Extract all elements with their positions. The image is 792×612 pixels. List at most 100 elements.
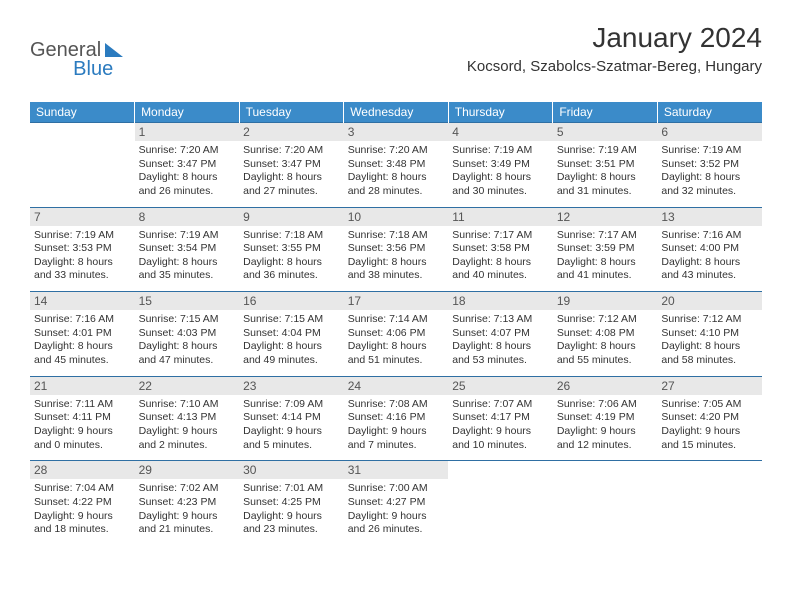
daylight-label-2: and 38 minutes. bbox=[348, 269, 445, 283]
calendar-cell: 30Sunrise: 7:01 AMSunset: 4:25 PMDayligh… bbox=[239, 461, 344, 545]
daylight-label-1: Daylight: 9 hours bbox=[139, 425, 236, 439]
day-info: Sunrise: 7:05 AMSunset: 4:20 PMDaylight:… bbox=[661, 398, 758, 453]
day-info: Sunrise: 7:19 AMSunset: 3:51 PMDaylight:… bbox=[557, 144, 654, 199]
calendar-cell bbox=[553, 461, 658, 545]
calendar-cell: 17Sunrise: 7:14 AMSunset: 4:06 PMDayligh… bbox=[344, 292, 449, 377]
day-info: Sunrise: 7:14 AMSunset: 4:06 PMDaylight:… bbox=[348, 313, 445, 368]
dayname-thu: Thursday bbox=[448, 102, 553, 123]
daylight-label-2: and 7 minutes. bbox=[348, 439, 445, 453]
sunset-label: Sunset: 4:17 PM bbox=[452, 411, 549, 425]
sunrise-label: Sunrise: 7:19 AM bbox=[139, 229, 236, 243]
day-number: 11 bbox=[448, 208, 553, 226]
daylight-label-1: Daylight: 9 hours bbox=[243, 510, 340, 524]
daylight-label-1: Daylight: 8 hours bbox=[34, 256, 131, 270]
day-number: 25 bbox=[448, 377, 553, 395]
calendar-cell: 12Sunrise: 7:17 AMSunset: 3:59 PMDayligh… bbox=[553, 207, 658, 292]
daylight-label-2: and 21 minutes. bbox=[139, 523, 236, 537]
day-number: 10 bbox=[344, 208, 449, 226]
calendar-cell: 23Sunrise: 7:09 AMSunset: 4:14 PMDayligh… bbox=[239, 376, 344, 461]
day-number: 4 bbox=[448, 123, 553, 141]
day-number: 13 bbox=[657, 208, 762, 226]
sunset-label: Sunset: 4:06 PM bbox=[348, 327, 445, 341]
sunrise-label: Sunrise: 7:19 AM bbox=[452, 144, 549, 158]
daylight-label-2: and 31 minutes. bbox=[557, 185, 654, 199]
header: General Blue January 2024 Kocsord, Szabo… bbox=[30, 18, 762, 78]
sunset-label: Sunset: 4:00 PM bbox=[661, 242, 758, 256]
daylight-label-2: and 15 minutes. bbox=[661, 439, 758, 453]
day-number: 15 bbox=[135, 292, 240, 310]
daylight-label-1: Daylight: 8 hours bbox=[34, 340, 131, 354]
sunrise-label: Sunrise: 7:16 AM bbox=[661, 229, 758, 243]
sunrise-label: Sunrise: 7:17 AM bbox=[452, 229, 549, 243]
daylight-label-2: and 51 minutes. bbox=[348, 354, 445, 368]
daylight-label-1: Daylight: 8 hours bbox=[452, 340, 549, 354]
sunset-label: Sunset: 4:23 PM bbox=[139, 496, 236, 510]
calendar-cell: 7 Sunrise: 7:19 AMSunset: 3:53 PMDaylight… bbox=[30, 207, 135, 292]
dayname-wed: Wednesday bbox=[344, 102, 449, 123]
calendar-cell: 1Sunrise: 7:20 AMSunset: 3:47 PMDaylight… bbox=[135, 123, 240, 208]
dayname-sun: Sunday bbox=[30, 102, 135, 123]
day-info: Sunrise: 7:19 AMSunset: 3:52 PMDaylight:… bbox=[661, 144, 758, 199]
daylight-label-1: Daylight: 8 hours bbox=[557, 171, 654, 185]
day-info: Sunrise: 7:16 AMSunset: 4:01 PMDaylight:… bbox=[34, 313, 131, 368]
daylight-label-2: and 26 minutes. bbox=[139, 185, 236, 199]
day-number: 19 bbox=[553, 292, 658, 310]
calendar-cell: 27Sunrise: 7:05 AMSunset: 4:20 PMDayligh… bbox=[657, 376, 762, 461]
day-info: Sunrise: 7:15 AMSunset: 4:04 PMDaylight:… bbox=[243, 313, 340, 368]
day-info: Sunrise: 7:19 AMSunset: 3:49 PMDaylight:… bbox=[452, 144, 549, 199]
sunset-label: Sunset: 3:49 PM bbox=[452, 158, 549, 172]
sunset-label: Sunset: 4:27 PM bbox=[348, 496, 445, 510]
dayname-mon: Monday bbox=[135, 102, 240, 123]
day-number: 1 bbox=[135, 123, 240, 141]
daylight-label-2: and 36 minutes. bbox=[243, 269, 340, 283]
daylight-label-2: and 40 minutes. bbox=[452, 269, 549, 283]
calendar-cell: 11 Sunrise: 7:17 AMSunset: 3:58 PMDayligh… bbox=[448, 207, 553, 292]
sunset-label: Sunset: 3:52 PM bbox=[661, 158, 758, 172]
sunset-label: Sunset: 4:01 PM bbox=[34, 327, 131, 341]
sunrise-label: Sunrise: 7:08 AM bbox=[348, 398, 445, 412]
day-info: Sunrise: 7:19 AMSunset: 3:53 PMDaylight:… bbox=[34, 229, 131, 284]
sunset-label: Sunset: 3:58 PM bbox=[452, 242, 549, 256]
daylight-label-2: and 32 minutes. bbox=[661, 185, 758, 199]
sunrise-label: Sunrise: 7:05 AM bbox=[661, 398, 758, 412]
sunset-label: Sunset: 4:07 PM bbox=[452, 327, 549, 341]
calendar-row: 21Sunrise: 7:11 AMSunset: 4:11 PMDayligh… bbox=[30, 376, 762, 461]
daylight-label-2: and 35 minutes. bbox=[139, 269, 236, 283]
daylight-label-1: Daylight: 8 hours bbox=[452, 256, 549, 270]
sunset-label: Sunset: 3:54 PM bbox=[139, 242, 236, 256]
calendar-row: 14Sunrise: 7:16 AMSunset: 4:01 PMDayligh… bbox=[30, 292, 762, 377]
calendar-cell bbox=[448, 461, 553, 545]
calendar-cell: 10 Sunrise: 7:18 AMSunset: 3:56 PMDayligh… bbox=[344, 207, 449, 292]
daylight-label-1: Daylight: 8 hours bbox=[139, 256, 236, 270]
calendar-cell: 19Sunrise: 7:12 AMSunset: 4:08 PMDayligh… bbox=[553, 292, 658, 377]
day-info: Sunrise: 7:00 AMSunset: 4:27 PMDaylight:… bbox=[348, 482, 445, 537]
sunrise-label: Sunrise: 7:15 AM bbox=[139, 313, 236, 327]
sunrise-label: Sunrise: 7:17 AM bbox=[557, 229, 654, 243]
daylight-label-1: Daylight: 8 hours bbox=[661, 171, 758, 185]
day-number: 9 bbox=[239, 208, 344, 226]
day-info: Sunrise: 7:17 AMSunset: 3:58 PMDaylight:… bbox=[452, 229, 549, 284]
day-number: 26 bbox=[553, 377, 658, 395]
sunrise-label: Sunrise: 7:15 AM bbox=[243, 313, 340, 327]
daylight-label-2: and 43 minutes. bbox=[661, 269, 758, 283]
sunrise-label: Sunrise: 7:13 AM bbox=[452, 313, 549, 327]
logo-triangle-icon bbox=[105, 43, 127, 59]
day-number: 16 bbox=[239, 292, 344, 310]
daylight-label-2: and 23 minutes. bbox=[243, 523, 340, 537]
sunset-label: Sunset: 3:59 PM bbox=[557, 242, 654, 256]
day-info: Sunrise: 7:04 AMSunset: 4:22 PMDaylight:… bbox=[34, 482, 131, 537]
daylight-label-2: and 41 minutes. bbox=[557, 269, 654, 283]
daylight-label-1: Daylight: 8 hours bbox=[557, 256, 654, 270]
day-info: Sunrise: 7:20 AMSunset: 3:47 PMDaylight:… bbox=[243, 144, 340, 199]
day-number: 30 bbox=[239, 461, 344, 479]
daylight-label-1: Daylight: 8 hours bbox=[348, 340, 445, 354]
day-info: Sunrise: 7:18 AMSunset: 3:56 PMDaylight:… bbox=[348, 229, 445, 284]
calendar-cell: 21Sunrise: 7:11 AMSunset: 4:11 PMDayligh… bbox=[30, 376, 135, 461]
calendar-cell: 25Sunrise: 7:07 AMSunset: 4:17 PMDayligh… bbox=[448, 376, 553, 461]
day-number: 7 bbox=[30, 208, 135, 226]
page-title: January 2024 bbox=[592, 22, 762, 54]
day-number: 21 bbox=[30, 377, 135, 395]
daylight-label-1: Daylight: 8 hours bbox=[348, 171, 445, 185]
daylight-label-2: and 55 minutes. bbox=[557, 354, 654, 368]
calendar-cell: 5Sunrise: 7:19 AMSunset: 3:51 PMDaylight… bbox=[553, 123, 658, 208]
